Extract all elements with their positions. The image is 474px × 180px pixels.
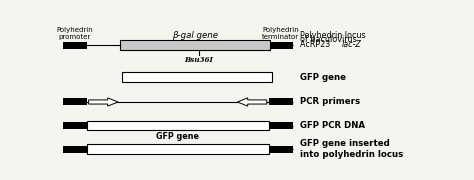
- Text: GFP PCR DNA: GFP PCR DNA: [300, 121, 365, 130]
- Bar: [63, 122, 87, 129]
- Bar: [87, 144, 269, 154]
- Bar: [122, 72, 272, 82]
- Polygon shape: [237, 98, 267, 106]
- Polygon shape: [89, 98, 118, 106]
- Bar: [269, 122, 292, 129]
- Bar: [269, 146, 292, 153]
- Bar: [63, 146, 87, 153]
- Bar: [63, 42, 87, 49]
- Text: Polyhedrin
promoter: Polyhedrin promoter: [56, 27, 93, 40]
- Text: AcRP23: AcRP23: [300, 40, 333, 49]
- Text: of baculovirus: of baculovirus: [300, 35, 356, 44]
- Text: Bsu36I: Bsu36I: [184, 56, 213, 64]
- Text: GFP gene: GFP gene: [300, 73, 346, 82]
- Bar: [63, 98, 87, 105]
- Text: GFP gene inserted
into polyhedrin locus: GFP gene inserted into polyhedrin locus: [300, 140, 403, 159]
- Text: PCR primers: PCR primers: [300, 98, 360, 107]
- Bar: [87, 121, 269, 130]
- Text: β-gal gene: β-gal gene: [172, 31, 218, 40]
- Bar: [269, 42, 292, 49]
- Bar: [269, 98, 292, 105]
- Text: Polyhedrin locus: Polyhedrin locus: [300, 31, 365, 40]
- Text: lac-Z: lac-Z: [342, 40, 362, 49]
- Text: GFP gene: GFP gene: [156, 132, 199, 141]
- Text: Polyhedrin
terminator: Polyhedrin terminator: [262, 27, 299, 40]
- Bar: [120, 40, 271, 50]
